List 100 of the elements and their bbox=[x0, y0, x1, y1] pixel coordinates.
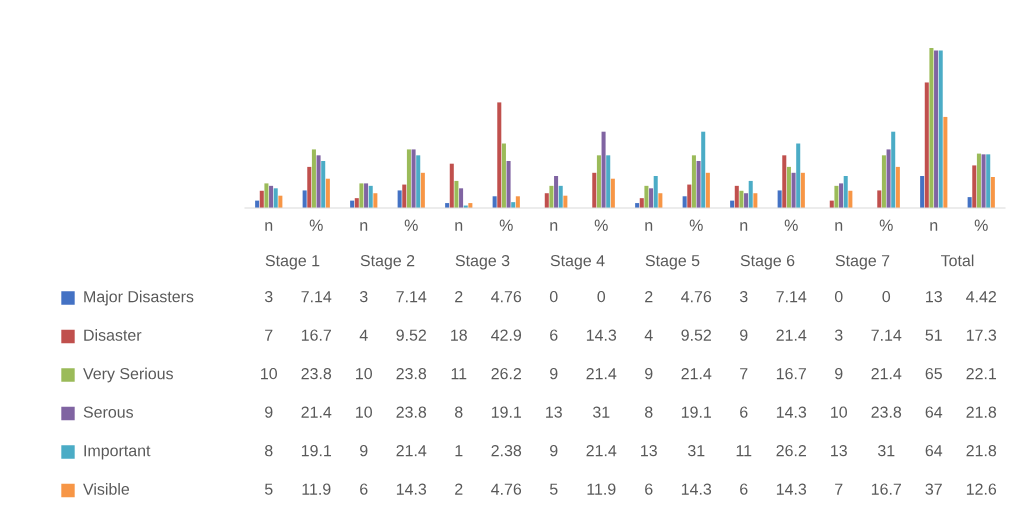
bar bbox=[397, 190, 402, 208]
data-label: 17.3 bbox=[966, 329, 997, 341]
bar bbox=[359, 183, 364, 208]
data-label: 9 bbox=[835, 367, 843, 380]
data-label: 4.76 bbox=[681, 290, 712, 303]
bar bbox=[705, 172, 710, 208]
bar bbox=[459, 188, 464, 208]
data-label: 13 bbox=[926, 290, 942, 303]
data-label: 21.4 bbox=[871, 367, 902, 380]
x-tick-label: % bbox=[784, 219, 798, 231]
data-label: 5 bbox=[549, 483, 558, 495]
data-label: 7.14 bbox=[301, 291, 332, 303]
x-tick-label: % bbox=[499, 219, 513, 231]
data-label: 10 bbox=[356, 367, 373, 380]
x-tick-label: % bbox=[594, 219, 608, 231]
bar bbox=[739, 190, 744, 208]
x-tick-label: % bbox=[879, 219, 893, 231]
bar bbox=[264, 183, 269, 208]
data-label: 0 bbox=[882, 290, 891, 303]
bar bbox=[420, 172, 425, 208]
bar bbox=[886, 149, 891, 208]
data-label: 13 bbox=[831, 444, 847, 457]
data-label: 2 bbox=[455, 290, 463, 303]
bar bbox=[834, 185, 839, 208]
text: Stage 3 bbox=[455, 254, 510, 270]
legend-label: Disaster bbox=[84, 329, 142, 341]
bar bbox=[601, 131, 606, 208]
data-label: 10 bbox=[356, 406, 373, 418]
bar bbox=[972, 165, 977, 208]
data-label: 64 bbox=[925, 406, 943, 418]
bar bbox=[796, 143, 801, 208]
data-label: 19.1 bbox=[491, 406, 522, 418]
x-tick-label: % bbox=[689, 219, 703, 231]
bar bbox=[848, 190, 853, 208]
bar bbox=[325, 178, 330, 208]
bar bbox=[777, 190, 782, 208]
data-label: 19.1 bbox=[681, 406, 712, 418]
bar bbox=[364, 183, 369, 208]
legend-label: Important bbox=[84, 445, 151, 460]
x-tick-label: n bbox=[645, 222, 653, 231]
bar bbox=[307, 166, 312, 208]
bar bbox=[782, 155, 787, 208]
text: Stage 4 bbox=[550, 254, 605, 270]
data-label: 9 bbox=[740, 329, 748, 341]
data-label: 31 bbox=[877, 444, 895, 457]
x-tick-label: n bbox=[360, 222, 368, 231]
bar bbox=[791, 172, 796, 208]
bar bbox=[501, 143, 506, 208]
data-label: 21.4 bbox=[776, 329, 807, 341]
data-label: 13 bbox=[641, 444, 657, 457]
bar bbox=[943, 116, 948, 208]
data-label: 21.4 bbox=[681, 367, 712, 380]
data-label: 42.9 bbox=[491, 329, 522, 341]
bar bbox=[506, 160, 511, 208]
data-label: 23.8 bbox=[396, 406, 427, 418]
bar bbox=[606, 155, 611, 208]
data-label: 12.6 bbox=[966, 483, 997, 495]
legend-label: Major Disasters bbox=[84, 290, 194, 306]
data-label: 51 bbox=[925, 329, 942, 341]
data-label: 26.2 bbox=[776, 444, 806, 457]
bar bbox=[644, 185, 649, 208]
bar bbox=[938, 50, 943, 208]
bar bbox=[402, 184, 407, 208]
bar bbox=[658, 193, 663, 208]
x-tick-label: n bbox=[740, 222, 748, 231]
data-label: 0 bbox=[597, 290, 606, 303]
legend-label: Serous bbox=[83, 406, 134, 418]
bar bbox=[592, 172, 597, 208]
data-label: 9 bbox=[360, 444, 368, 457]
data-label: 9.52 bbox=[681, 329, 711, 341]
text: Stage 5 bbox=[645, 254, 700, 270]
data-label: 31 bbox=[687, 444, 705, 457]
data-label: 10 bbox=[831, 406, 848, 418]
data-label: 14.3 bbox=[396, 483, 427, 495]
data-label: 1 bbox=[455, 445, 463, 457]
bar bbox=[544, 193, 549, 208]
bar bbox=[653, 176, 658, 208]
text: Stage 7 bbox=[835, 254, 890, 270]
data-label: 3 bbox=[264, 290, 273, 303]
data-label: 7 bbox=[835, 483, 843, 495]
data-label: 11.9 bbox=[302, 483, 331, 495]
bar bbox=[302, 190, 307, 208]
data-label: 7.14 bbox=[776, 291, 807, 303]
data-label: 9 bbox=[645, 367, 653, 380]
bar bbox=[558, 185, 563, 208]
data-label: 2 bbox=[645, 290, 653, 303]
bar bbox=[454, 180, 459, 208]
data-label: 7.14 bbox=[396, 291, 427, 303]
bar bbox=[786, 166, 791, 208]
x-tick-label: % bbox=[974, 219, 988, 231]
bar bbox=[687, 184, 692, 208]
legend-label: Visible bbox=[83, 483, 130, 495]
bar bbox=[639, 198, 644, 208]
bar bbox=[744, 193, 749, 208]
data-label: 6 bbox=[740, 406, 748, 418]
x-tick-label: n bbox=[550, 222, 558, 231]
text: Stage 6 bbox=[740, 254, 795, 270]
bar bbox=[373, 193, 378, 208]
bar bbox=[311, 149, 316, 208]
bar bbox=[895, 166, 900, 208]
